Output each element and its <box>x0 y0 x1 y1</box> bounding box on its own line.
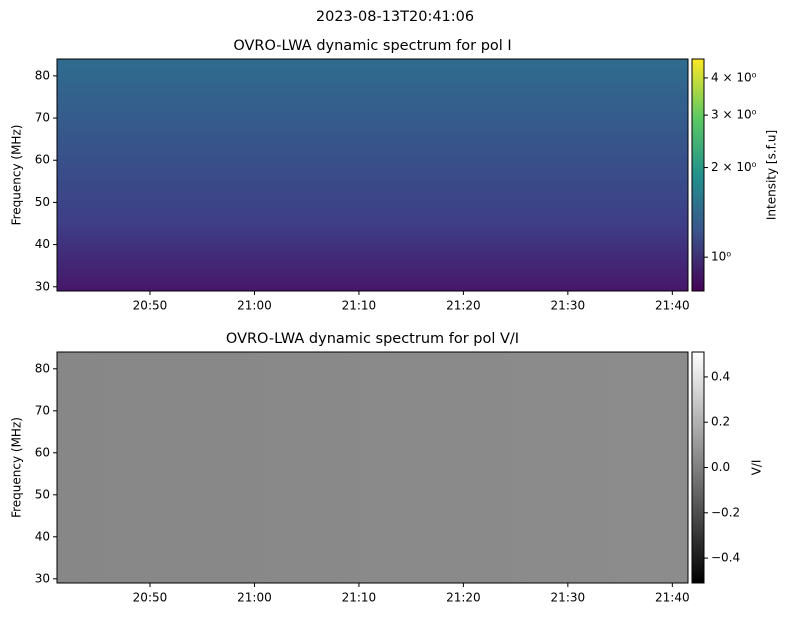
y-tick-label: 50 <box>35 487 50 501</box>
colorbar-tick-label: 4 × 10⁰ <box>711 70 757 84</box>
y-axis-label: Frequency (MHz) <box>10 125 24 226</box>
colorbar-tick-label: 3 × 10⁰ <box>711 108 757 122</box>
colorbar-label: V/I <box>750 460 764 476</box>
y-tick-label: 80 <box>35 68 50 82</box>
x-tick-label: 21:30 <box>551 591 586 605</box>
x-tick-label: 21:30 <box>551 299 586 313</box>
x-tick-label: 21:00 <box>237 591 272 605</box>
panel-title: OVRO-LWA dynamic spectrum for pol V/I <box>226 331 519 347</box>
y-tick-label: 70 <box>35 403 50 417</box>
x-tick-label: 20:50 <box>133 591 168 605</box>
x-tick-label: 20:50 <box>133 299 168 313</box>
x-tick-label: 21:00 <box>237 299 272 313</box>
colorbar-tick-label: −0.4 <box>711 551 740 565</box>
colorbar-tick-label: −0.2 <box>711 505 740 519</box>
colorbar <box>691 58 705 292</box>
y-tick-label: 40 <box>35 237 50 251</box>
figure-title: 2023-08-13T20:41:06 <box>316 9 474 25</box>
x-tick-label: 21:40 <box>655 591 690 605</box>
colorbar <box>691 351 705 584</box>
colorbar-tick-label: 0.2 <box>711 415 730 429</box>
panel-title: OVRO-LWA dynamic spectrum for pol I <box>233 38 511 54</box>
x-tick-label: 21:20 <box>446 299 481 313</box>
y-tick-label: 60 <box>35 153 50 167</box>
axes-frame <box>56 58 689 292</box>
x-tick-label: 21:10 <box>342 299 377 313</box>
x-tick-label: 21:20 <box>446 591 481 605</box>
colorbar-tick-label: 0.4 <box>711 369 730 383</box>
y-tick-label: 50 <box>35 195 50 209</box>
axes-frame <box>56 351 689 584</box>
y-tick-label: 80 <box>35 361 50 375</box>
colorbar-tick-label: 2 × 10⁰ <box>711 160 757 174</box>
x-tick-label: 21:40 <box>655 299 690 313</box>
y-tick-label: 60 <box>35 445 50 459</box>
y-tick-label: 70 <box>35 111 50 125</box>
x-tick-label: 21:10 <box>342 591 377 605</box>
y-tick-label: 40 <box>35 529 50 543</box>
colorbar-tick-label: 0.0 <box>711 460 730 474</box>
colorbar-tick-label: 10⁰ <box>711 250 731 264</box>
y-tick-label: 30 <box>35 279 50 293</box>
colorbar-label: Intensity [s.f.u] <box>765 130 779 220</box>
y-tick-label: 30 <box>35 571 50 585</box>
y-axis-label: Frequency (MHz) <box>10 417 24 518</box>
spectrogram <box>57 59 688 291</box>
spectrogram <box>57 352 688 583</box>
